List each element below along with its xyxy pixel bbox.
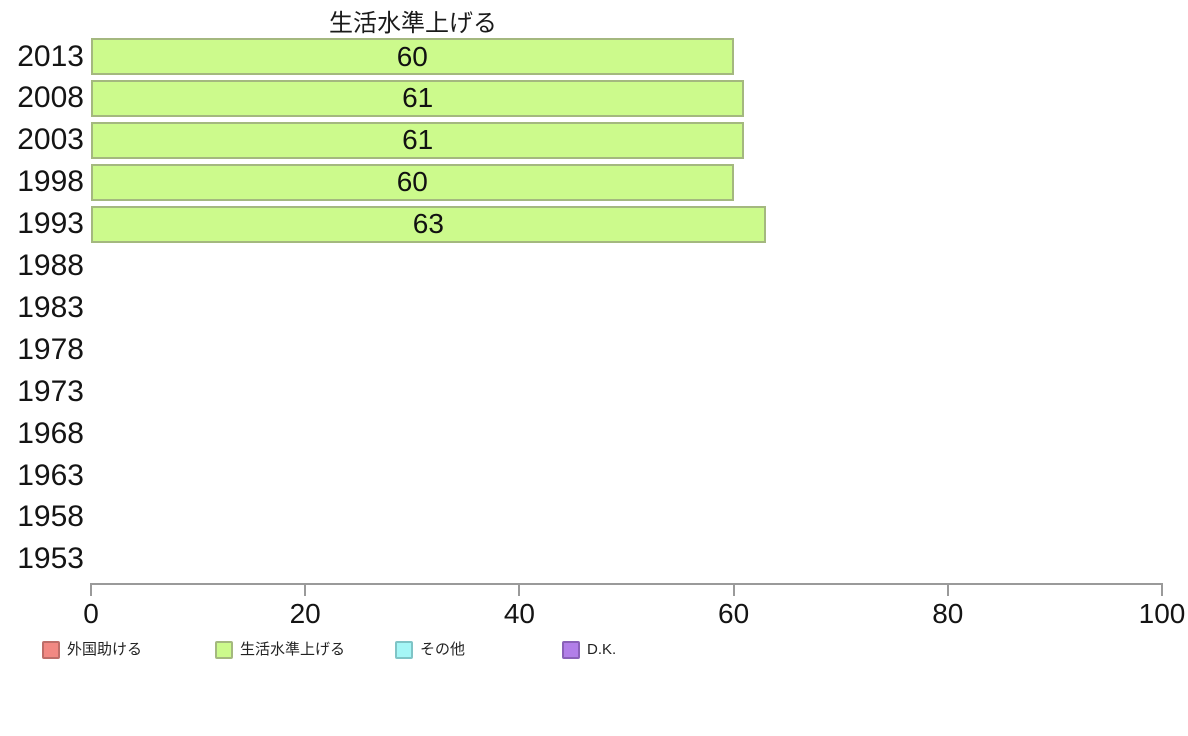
x-axis-tick-mark — [304, 583, 307, 596]
bar-2003[interactable]: 61 — [91, 121, 745, 159]
legend-swatch-icon — [42, 641, 60, 659]
x-axis-tick-mark — [1161, 583, 1163, 596]
y-axis-label-2008: 2008 — [17, 81, 84, 115]
bar-2013[interactable]: 60 — [91, 38, 734, 75]
legend-label: D.K. — [587, 641, 617, 658]
bar-1998[interactable]: 60 — [91, 163, 734, 201]
y-axis-label-2003: 2003 — [17, 123, 84, 157]
y-axis-label-1993: 1993 — [17, 207, 84, 241]
x-axis-tick-mark — [946, 583, 949, 596]
bar-value-label: 63 — [412, 208, 444, 240]
legend-swatch-icon — [395, 641, 413, 659]
legend-label: 生活水準上げる — [240, 641, 346, 658]
y-axis-label-2013: 2013 — [17, 39, 84, 73]
y-axis-label-1983: 1983 — [17, 290, 84, 324]
x-axis-tick-label: 100 — [1138, 598, 1186, 629]
legend-swatch-icon — [562, 641, 580, 659]
y-axis-label-1998: 1998 — [17, 165, 84, 199]
y-axis-label-1968: 1968 — [17, 416, 84, 450]
x-axis-tick-label: 60 — [718, 598, 750, 629]
bar-value-label: 60 — [396, 40, 428, 72]
y-axis-label-1953: 1953 — [17, 542, 84, 576]
y-axis-label-1963: 1963 — [17, 458, 84, 492]
x-axis-tick-mark — [732, 583, 735, 596]
bar-value-label: 60 — [396, 166, 428, 198]
x-axis-line — [91, 583, 1162, 585]
x-axis-tick-mark — [90, 583, 92, 596]
x-axis-tick-label: 80 — [932, 598, 964, 629]
x-axis-tick-label: 20 — [289, 598, 321, 629]
x-axis-tick-label: 0 — [83, 598, 99, 629]
legend-swatch-icon — [215, 641, 233, 659]
bar-1993[interactable]: 63 — [91, 205, 766, 243]
y-axis-label-1988: 1988 — [17, 249, 84, 282]
legend-label: 外国助ける — [67, 641, 143, 658]
legend-label: その他 — [420, 641, 466, 658]
x-axis-tick-label: 40 — [503, 598, 535, 629]
y-axis-label-1958: 1958 — [17, 500, 84, 534]
bar-value-label: 61 — [402, 82, 434, 114]
x-axis-tick-mark — [518, 583, 521, 596]
bar-2008[interactable]: 61 — [91, 79, 745, 117]
y-axis-label-1973: 1973 — [17, 374, 84, 408]
chart-title: 生活水準上げる — [329, 10, 497, 37]
bar-value-label: 61 — [402, 124, 434, 156]
y-axis-label-1978: 1978 — [17, 332, 84, 366]
